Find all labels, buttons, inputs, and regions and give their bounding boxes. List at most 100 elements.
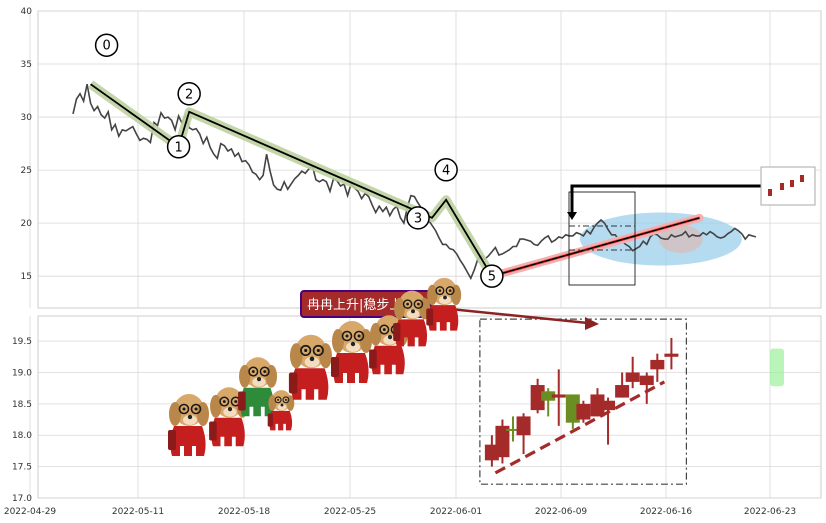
dog-eye-right (234, 400, 238, 403)
dog-ear-left (370, 322, 382, 346)
x-tick-label: 2022-05-25 (324, 507, 376, 517)
dog-body (371, 345, 405, 375)
puppy-with-glasses-icon (168, 394, 209, 456)
candle-body (639, 375, 654, 386)
dog-backpack (168, 430, 176, 450)
x-tick-label: 2022-06-09 (535, 507, 588, 517)
puppy-with-glasses-icon (393, 290, 431, 347)
price-y-axis: 15 20 25 30 35 40 (21, 7, 33, 282)
dog-nose (387, 335, 393, 340)
candle-panel (37, 315, 822, 499)
dog-backpack (288, 372, 298, 394)
x-tick-label: 2022-06-23 (744, 507, 796, 517)
dog-eye-left (438, 289, 442, 292)
dog-backpack (209, 421, 217, 441)
price-y-tick: 25 (21, 166, 32, 176)
candle-y-tick: 18.5 (12, 400, 32, 410)
dog-body (170, 426, 206, 456)
dog-eye-left (345, 334, 349, 338)
dog-body (333, 353, 369, 383)
candle-body (541, 391, 556, 401)
x-tick-label: 2022-06-16 (640, 507, 693, 517)
dog-nose (280, 403, 284, 407)
thumbnail-box (760, 166, 816, 206)
dog-backpack (331, 357, 339, 377)
dog-nose (227, 407, 233, 412)
x-tick-label: 2022-06-01 (430, 507, 482, 517)
dog-nose (443, 295, 447, 300)
dog-nose (350, 341, 356, 347)
wave-point-label: 0 (102, 39, 110, 54)
x-axis: 2022-04-29 2022-05-11 2022-05-18 2022-05-25… (4, 507, 796, 517)
dog-backpack (369, 349, 377, 369)
wave-lines (87, 80, 496, 279)
puppy-with-glasses-icon (288, 334, 332, 400)
dog-nose (187, 414, 193, 420)
dog-ear-left (239, 364, 251, 388)
candle-body (625, 372, 640, 382)
trend-lines (487, 213, 704, 281)
dog-muzzle (252, 377, 266, 387)
candle-body (565, 394, 580, 423)
wave-point-circle (434, 158, 458, 182)
wave-point-label: 3 (414, 211, 422, 226)
puppy-with-glasses-icon (267, 390, 295, 431)
thumbnail-candle (790, 180, 794, 187)
dog-body (428, 305, 459, 331)
dog-ear-left (169, 402, 181, 426)
candles (479, 318, 784, 485)
dog-body (269, 410, 293, 431)
highlight-core (658, 225, 703, 254)
candle-body (506, 428, 520, 431)
price-y-tick: 40 (21, 7, 33, 17)
trend-center (491, 217, 700, 277)
wave-point-label: 2 (185, 87, 193, 102)
dog-glasses-left (300, 344, 312, 357)
dog-eye-left (251, 370, 255, 373)
dog-muzzle (346, 342, 360, 352)
candle-y-tick: 19.5 (12, 337, 32, 347)
wave-point-circle (177, 82, 201, 106)
wave-point-label: 5 (488, 270, 496, 285)
tag-arrow-head (585, 317, 599, 330)
candle-body (484, 444, 499, 461)
candle-body (576, 403, 591, 420)
dog-glasses-right (259, 366, 270, 377)
dog-eye-left (382, 328, 386, 331)
dog-eye-left (182, 407, 186, 411)
dog-glasses-right (190, 403, 202, 415)
dog-muzzle (439, 295, 451, 305)
dog-glasses-left (274, 396, 282, 404)
dog-muzzle (406, 309, 420, 319)
dog-glasses-right (312, 344, 324, 357)
wave-point-circle (480, 264, 504, 288)
dog-ear-left (427, 284, 438, 306)
dog-nose (309, 356, 315, 362)
dog-ear-left (332, 329, 344, 353)
dog-eye-right (263, 370, 267, 373)
wave-point-circle (94, 33, 119, 57)
price-panel (37, 10, 822, 309)
dog-glasses-left (435, 286, 445, 296)
thumbnail-candle (768, 189, 772, 196)
candle-body (601, 400, 616, 411)
dog-body (395, 319, 428, 347)
dog-eye-left (277, 398, 280, 401)
wave-point-circle (406, 206, 430, 230)
zoom-frame (567, 166, 816, 286)
dog-ear-left (394, 297, 405, 320)
dog-eye-right (417, 302, 420, 306)
price-y-tick: 15 (21, 272, 32, 282)
dog-eye-left (222, 400, 226, 403)
dog-eye-right (357, 334, 361, 338)
candle-body (551, 394, 566, 398)
dog-muzzle (304, 356, 320, 368)
puppy-with-glasses-icon (238, 357, 278, 417)
dog-glasses-right (445, 286, 455, 296)
x-tick-label: 2022-05-11 (112, 507, 164, 517)
dog-eye-left (304, 348, 308, 353)
candle-body (495, 425, 510, 458)
candle-body (650, 359, 665, 370)
price-y-tick: 30 (21, 113, 33, 123)
